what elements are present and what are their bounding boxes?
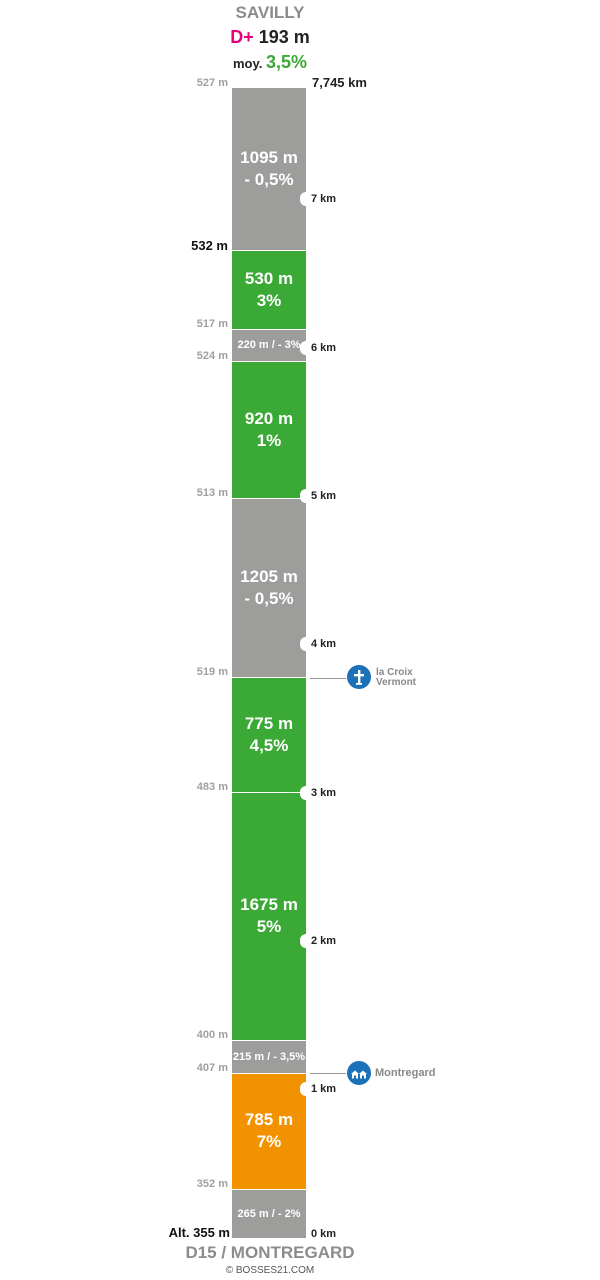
km-marker-dot [300,786,312,800]
segment-length: 1675 m [240,895,298,914]
altitude-label: 352 m [196,1178,228,1190]
segment-6: 775 m 4,5% [232,677,306,792]
segment-length: 775 m [244,713,294,733]
altitude-label: 532 m [191,238,228,253]
altitude-label: 513 m [196,487,228,499]
segment-length: 785 m [244,1110,294,1129]
poi-leader-line [310,1073,346,1074]
km-marker-label: 5 km [311,490,337,502]
average-grade-label: moy. [232,56,263,71]
km-marker-dot [300,1082,312,1096]
altitude-label: 519 m [196,666,228,678]
km-marker-dot [300,637,312,651]
poi-label-montregard: Montregard [375,1067,436,1079]
segment-8: 215 m / - 3,5% [232,1040,306,1073]
segment-label: 220 m / - 3% [237,339,301,351]
km-marker-label: 0 km [311,1228,337,1240]
copyright-notice: © BOSSES21.COM [225,1265,315,1276]
segment-divider [232,1040,306,1041]
segment-grade: - 0,5% [244,170,294,189]
segment-7: 1675 m 5% [232,792,306,1040]
total-distance: 7,745 km [312,75,367,90]
segment-grade: 5% [256,917,282,936]
summit-altitude: 527 m [196,77,228,89]
altitude-label: 483 m [196,781,228,793]
poi-leader-line [310,678,346,679]
segment-length: 530 m [244,268,294,288]
poi-label-croix-vermont: la Croix Vermont [376,667,417,688]
segment-grade: 4,5% [249,735,289,755]
segment-4: 920 m 1% [232,361,306,498]
altitude-label: 517 m [196,318,228,330]
climb-summit-name: SAVILLY [235,3,305,22]
cross-icon [347,665,371,689]
segment-divider [232,792,306,793]
village-icon [347,1061,371,1085]
elevation-gain-value: 193 m [258,27,310,47]
km-marker-label: 3 km [311,787,337,799]
km-marker-label: 7 km [311,193,337,205]
km-marker-dot [300,934,312,948]
segment-length: 1095 m [240,148,298,167]
segment-divider [232,677,306,678]
profile-column: 1095 m - 0,5% 530 m 3% 220 m / - 3% 920 … [232,88,306,1238]
km-marker-dot [300,192,312,206]
elevation-gain-symbol: D+ [230,27,254,47]
start-altitude: Alt. 355 m [168,1225,230,1240]
segment-1: 1095 m - 0,5% [232,88,306,250]
segment-grade: 3% [256,290,282,310]
segment-length: 920 m [244,408,294,428]
segment-9: 785 m 7% [232,1073,306,1189]
segment-grade: - 0,5% [244,588,294,608]
segment-divider [232,1073,306,1074]
average-grade: moy. 3,5% [0,52,540,73]
segment-10: 265 m / - 2% [232,1189,306,1238]
segment-divider [232,361,306,362]
segment-label: 215 m / - 3,5% [232,1050,306,1063]
segment-label: 265 m / - 2% [237,1207,301,1220]
segment-divider [232,498,306,499]
elevation-gain: D+ 193 m [0,27,540,48]
segment-divider [232,329,306,330]
altitude-label: 407 m [196,1062,228,1074]
km-marker-dot [300,341,312,355]
segment-divider [232,250,306,251]
segment-3: 220 m / - 3% [232,329,306,361]
segment-2: 530 m 3% [232,250,306,329]
segment-grade: 1% [256,430,282,450]
km-marker-label: 4 km [311,638,337,650]
altitude-label: 400 m [196,1029,228,1041]
segment-length: 1205 m [240,566,298,586]
climb-start-name: D15 / MONTREGARD [185,1243,355,1262]
average-grade-value: 3,5% [265,52,308,72]
km-marker-dot [300,489,312,503]
km-marker-label: 1 km [311,1083,337,1095]
segment-grade: 7% [256,1132,282,1151]
km-marker-label: 6 km [311,342,337,354]
km-marker-label: 2 km [311,935,337,947]
altitude-label: 524 m [196,350,228,362]
segment-divider [232,1189,306,1190]
segment-5: 1205 m - 0,5% [232,498,306,677]
